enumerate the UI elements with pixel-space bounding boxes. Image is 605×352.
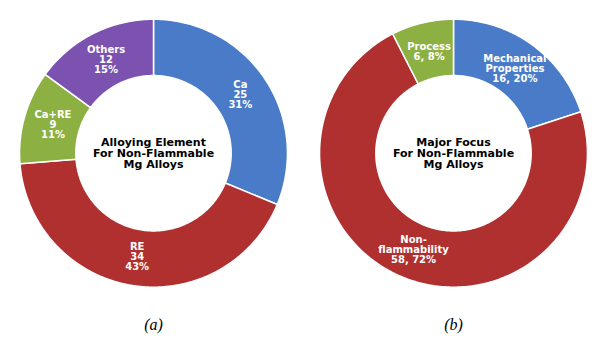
svg-text:Alloying ElementFor Non-Flamma: Alloying ElementFor Non-FlammableMg Allo… — [92, 136, 213, 171]
svg-text:Major FocusFor Non-FlammableMg: Major FocusFor Non-FlammableMg Alloys — [392, 136, 513, 171]
svg-text:Ca+RE911%: Ca+RE911% — [34, 109, 71, 140]
svg-text:(b): (b) — [444, 316, 463, 334]
svg-text:(a): (a) — [144, 316, 163, 334]
svg-text:MechanicalProperties16, 20%: MechanicalProperties16, 20% — [483, 53, 546, 84]
svg-text:Non-flammability58, 72%: Non-flammability58, 72% — [378, 234, 449, 265]
svg-text:Others1215%: Others1215% — [87, 44, 125, 75]
svg-text:Process6, 8%: Process6, 8% — [407, 41, 451, 62]
svg-text:Ca2531%: Ca2531% — [228, 79, 252, 110]
svg-text:RE3443%: RE3443% — [125, 241, 149, 272]
